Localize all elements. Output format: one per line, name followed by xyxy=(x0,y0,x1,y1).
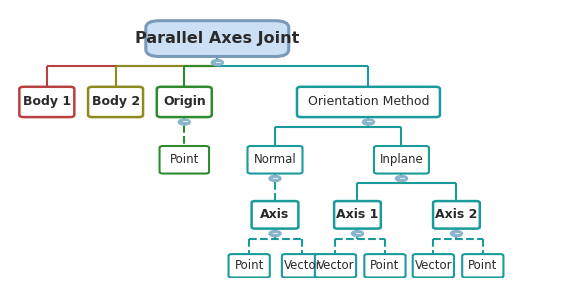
Text: Vector: Vector xyxy=(316,259,355,272)
Text: Body 2: Body 2 xyxy=(91,96,140,108)
Text: Point: Point xyxy=(370,259,399,272)
FancyBboxPatch shape xyxy=(88,87,143,117)
Circle shape xyxy=(269,230,281,237)
FancyBboxPatch shape xyxy=(228,254,270,278)
FancyBboxPatch shape xyxy=(19,87,74,117)
FancyBboxPatch shape xyxy=(247,146,302,174)
Text: −: − xyxy=(398,174,405,183)
FancyBboxPatch shape xyxy=(433,201,480,229)
Text: −: − xyxy=(365,117,372,126)
Text: −: − xyxy=(214,58,221,67)
Text: −: − xyxy=(272,229,278,238)
Text: Axis 2: Axis 2 xyxy=(435,208,477,221)
Circle shape xyxy=(396,175,407,182)
Text: −: − xyxy=(181,117,188,126)
Circle shape xyxy=(351,230,364,237)
Text: Point: Point xyxy=(234,259,264,272)
FancyBboxPatch shape xyxy=(159,146,209,174)
Circle shape xyxy=(178,119,190,125)
Text: Orientation Method: Orientation Method xyxy=(308,96,429,108)
FancyBboxPatch shape xyxy=(297,87,440,117)
Text: Point: Point xyxy=(169,153,199,166)
Circle shape xyxy=(362,119,375,125)
FancyBboxPatch shape xyxy=(157,87,212,117)
Text: Point: Point xyxy=(468,259,498,272)
FancyBboxPatch shape xyxy=(364,254,406,278)
Text: Origin: Origin xyxy=(163,96,206,108)
Circle shape xyxy=(450,230,462,237)
Text: −: − xyxy=(354,229,361,238)
Text: Parallel Axes Joint: Parallel Axes Joint xyxy=(135,31,300,46)
FancyBboxPatch shape xyxy=(146,21,289,56)
Text: Vector: Vector xyxy=(284,259,321,272)
Text: Normal: Normal xyxy=(254,153,296,166)
FancyBboxPatch shape xyxy=(413,254,454,278)
Text: Body 1: Body 1 xyxy=(23,96,71,108)
Circle shape xyxy=(211,60,223,65)
FancyBboxPatch shape xyxy=(462,254,503,278)
Text: −: − xyxy=(272,174,278,183)
FancyBboxPatch shape xyxy=(252,201,298,229)
Text: Inplane: Inplane xyxy=(380,153,424,166)
Text: Axis 1: Axis 1 xyxy=(336,208,379,221)
Text: −: − xyxy=(453,229,460,238)
FancyBboxPatch shape xyxy=(315,254,356,278)
FancyBboxPatch shape xyxy=(374,146,429,174)
Text: Vector: Vector xyxy=(415,259,452,272)
Text: Axis: Axis xyxy=(260,208,289,221)
FancyBboxPatch shape xyxy=(282,254,323,278)
FancyBboxPatch shape xyxy=(334,201,381,229)
Circle shape xyxy=(269,175,281,182)
